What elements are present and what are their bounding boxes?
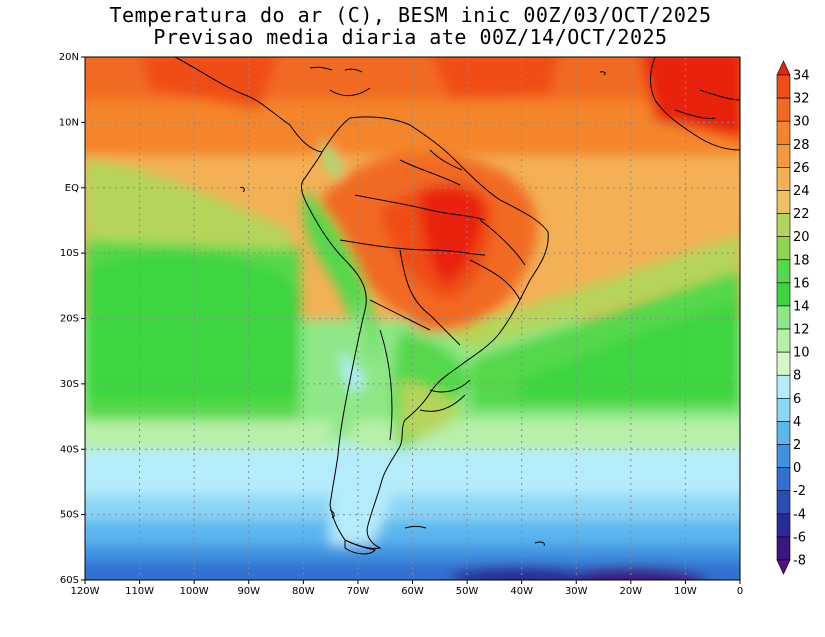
colorbar-segment — [776, 143, 791, 168]
colorbar-segment — [776, 513, 791, 538]
colorbar-segment — [776, 328, 791, 353]
map-axes: 120W 110W 100W 90W 80W 70W 60W 50W 40W 30W 20W 10W 0… — [59, 52, 743, 597]
colorbar-label: 8 — [793, 369, 801, 384]
colorbar-label: 14 — [793, 299, 810, 314]
chart-subtitle: Previsao media diaria ate 00Z/14/OCT/202… — [153, 25, 668, 49]
graticule — [85, 57, 740, 580]
colorbar-label: 10 — [793, 346, 810, 361]
x-tick-label: 90W — [237, 586, 260, 597]
colorbar-label: 4 — [793, 415, 801, 430]
colorbar-label: 0 — [793, 461, 801, 476]
y-tick-label: 40S — [60, 444, 79, 455]
chart-title: Temperatura do ar (C), BESM inic 00Z/03/… — [109, 3, 712, 27]
colorbar-label: -6 — [793, 530, 806, 545]
temperature-field — [85, 57, 740, 580]
y-tick-label: 30S — [60, 379, 79, 390]
x-tick-label: 30W — [565, 586, 588, 597]
colorbar-label: -8 — [793, 554, 806, 569]
y-tick-label: 10S — [60, 248, 79, 259]
y-tick-label: EQ — [65, 183, 79, 194]
colorbar-label: 18 — [793, 253, 810, 268]
colorbar-label: 12 — [793, 323, 810, 338]
colorbar-label: -2 — [793, 484, 806, 499]
colorbar-segment — [776, 536, 791, 561]
colorbar-segment — [776, 421, 791, 445]
x-tick-label: 50W — [456, 586, 479, 597]
colorbar-segment — [776, 305, 791, 330]
colorbar-label: 6 — [793, 392, 801, 407]
colorbar-label: 22 — [793, 207, 810, 222]
x-tick-label: 110W — [125, 586, 154, 597]
colorbar-segment — [776, 167, 791, 191]
colorbar-segment — [776, 120, 791, 145]
x-tick-label: 100W — [180, 586, 209, 597]
colorbar-label: 26 — [793, 161, 810, 176]
colorbar-upper-arrow — [776, 60, 791, 76]
x-tick-label: 20W — [620, 586, 643, 597]
x-tick-label: 60W — [401, 586, 424, 597]
y-tick-label: 60S — [60, 575, 79, 586]
x-tick-label: 80W — [292, 586, 315, 597]
colorbar-segment — [776, 190, 791, 214]
colorbar-label: 24 — [793, 184, 810, 199]
colorbar-label: 2 — [793, 438, 801, 453]
colorbar-label: 34 — [793, 69, 810, 84]
colorbar-segment — [776, 259, 791, 284]
colorbar-label: 28 — [793, 138, 810, 153]
colorbar-segment — [776, 213, 791, 237]
y-tick-label: 10N — [59, 117, 79, 128]
x-tick-label: 0 — [737, 586, 743, 597]
y-tick-label: 50S — [60, 510, 79, 521]
colorbar-segment — [776, 444, 791, 468]
y-tick-label: 20S — [60, 314, 79, 325]
x-tick-label: 70W — [347, 586, 370, 597]
colorbar-segment — [776, 374, 791, 399]
colorbar-lower-arrow — [776, 559, 791, 575]
colorbar-label: 20 — [793, 230, 810, 245]
colorbar-label: 30 — [793, 115, 810, 130]
colorbar-segment — [776, 467, 791, 492]
colorbar-segment — [776, 490, 791, 515]
y-tick-label: 20N — [59, 52, 79, 63]
colorbar-label: -4 — [793, 507, 806, 522]
colorbar-segment — [776, 74, 791, 99]
colorbar-segment — [776, 97, 791, 122]
colorbar-segment — [776, 351, 791, 376]
x-tick-label: 40W — [510, 586, 533, 597]
x-tick-label: 10W — [674, 586, 697, 597]
colorbar-segment — [776, 398, 791, 422]
colorbar-segment — [776, 236, 791, 261]
x-tick-label: 120W — [71, 586, 100, 597]
colorbar-label: 16 — [793, 276, 810, 291]
colorbar-label: 32 — [793, 92, 810, 107]
coastlines — [174, 57, 740, 555]
colorbar-segment — [776, 282, 791, 307]
